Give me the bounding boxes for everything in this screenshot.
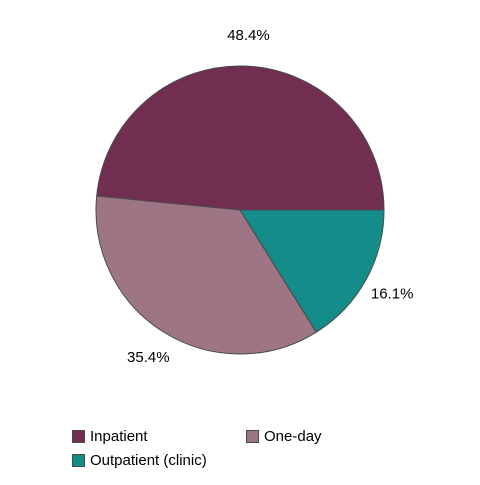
legend-label-inpatient: Inpatient [90, 428, 148, 445]
legend-label-one-day: One-day [264, 428, 322, 445]
legend-swatch-outpatient-clinic [72, 454, 85, 467]
legend-item-outpatient-clinic: Outpatient (clinic) [72, 452, 207, 469]
pie-slice-inpatient [96, 65, 385, 211]
data-label-one-day: 35.4% [127, 349, 170, 366]
pie-slice-outpatient-clinic [239, 209, 385, 333]
legend-swatch-one-day [246, 430, 259, 443]
legend: Inpatient One-day Outpatient (clinic) [72, 426, 452, 476]
pie-slice-one-day [95, 195, 317, 355]
legend-item-one-day: One-day [246, 428, 322, 445]
data-label-outpatient-clinic: 16.1% [371, 285, 414, 302]
legend-label-outpatient-clinic: Outpatient (clinic) [90, 452, 207, 469]
data-label-inpatient: 48.4% [227, 27, 270, 44]
legend-item-inpatient: Inpatient [72, 428, 148, 445]
legend-swatch-inpatient [72, 430, 85, 443]
